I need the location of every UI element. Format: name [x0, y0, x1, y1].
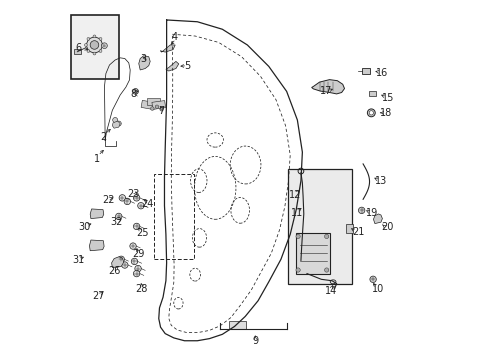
Text: 21: 21: [351, 227, 364, 237]
Circle shape: [366, 109, 374, 117]
Circle shape: [122, 262, 128, 268]
Polygon shape: [111, 257, 123, 267]
Text: 23: 23: [126, 189, 139, 199]
Bar: [71, 15, 119, 79]
Polygon shape: [139, 56, 150, 70]
Text: 32: 32: [110, 217, 122, 227]
Bar: [154, 174, 193, 259]
Bar: [362, 68, 369, 73]
Circle shape: [135, 265, 141, 272]
Circle shape: [368, 111, 373, 115]
Text: 12: 12: [288, 190, 301, 200]
Text: 15: 15: [381, 93, 393, 103]
Circle shape: [369, 276, 376, 283]
Text: 9: 9: [252, 337, 258, 346]
Circle shape: [87, 50, 90, 53]
Polygon shape: [147, 98, 160, 105]
Text: 1: 1: [94, 154, 100, 163]
Text: 16: 16: [375, 68, 387, 78]
Text: 30: 30: [78, 222, 90, 232]
Text: 6: 6: [75, 43, 81, 53]
Text: 17: 17: [319, 86, 331, 96]
Circle shape: [102, 44, 104, 46]
Text: 22: 22: [102, 195, 114, 204]
Circle shape: [295, 234, 300, 239]
Circle shape: [133, 195, 140, 201]
Polygon shape: [373, 214, 382, 224]
Text: 10: 10: [371, 284, 384, 294]
Bar: [296, 233, 329, 274]
Polygon shape: [311, 80, 344, 94]
Text: 13: 13: [374, 176, 386, 186]
Circle shape: [150, 107, 154, 111]
Bar: [346, 224, 353, 233]
Circle shape: [119, 195, 125, 201]
Text: 11: 11: [291, 208, 303, 218]
Circle shape: [116, 121, 121, 126]
Text: 19: 19: [366, 208, 378, 218]
Circle shape: [160, 108, 163, 111]
Circle shape: [124, 198, 130, 204]
Text: 29: 29: [132, 249, 144, 259]
Text: 3: 3: [141, 54, 146, 64]
Circle shape: [93, 35, 96, 38]
Circle shape: [358, 207, 364, 213]
Circle shape: [324, 268, 328, 272]
Circle shape: [90, 41, 99, 49]
Polygon shape: [112, 121, 120, 128]
Text: 18: 18: [379, 108, 391, 118]
Circle shape: [93, 52, 96, 55]
Polygon shape: [90, 209, 103, 219]
Text: 5: 5: [184, 61, 190, 71]
Text: 8: 8: [130, 89, 136, 99]
Circle shape: [84, 44, 87, 46]
Polygon shape: [89, 240, 104, 251]
Circle shape: [133, 270, 140, 277]
Polygon shape: [165, 62, 179, 71]
Circle shape: [295, 268, 300, 272]
Polygon shape: [160, 45, 175, 52]
Text: 2: 2: [100, 132, 106, 142]
Polygon shape: [152, 100, 165, 109]
Circle shape: [102, 43, 107, 49]
Text: 24: 24: [141, 199, 153, 209]
Circle shape: [99, 37, 102, 40]
Text: 14: 14: [324, 287, 336, 296]
Circle shape: [131, 258, 138, 265]
Circle shape: [155, 105, 159, 109]
Circle shape: [132, 89, 138, 94]
Text: 7: 7: [158, 107, 164, 116]
Circle shape: [138, 203, 144, 209]
Circle shape: [133, 223, 140, 230]
Circle shape: [118, 256, 124, 262]
Text: 25: 25: [136, 228, 149, 238]
Text: 31: 31: [72, 255, 84, 265]
Circle shape: [87, 37, 90, 40]
Text: 28: 28: [135, 284, 147, 294]
Bar: [287, 169, 351, 284]
Circle shape: [324, 234, 328, 239]
Polygon shape: [141, 100, 155, 109]
Text: 20: 20: [381, 222, 393, 232]
Circle shape: [99, 50, 102, 53]
Text: 27: 27: [92, 291, 105, 301]
Circle shape: [130, 243, 136, 249]
Circle shape: [86, 37, 102, 53]
Circle shape: [112, 117, 118, 122]
Bar: [368, 91, 375, 96]
Bar: [74, 49, 81, 54]
Bar: [229, 321, 245, 329]
Text: 4: 4: [171, 32, 178, 42]
Circle shape: [115, 213, 122, 220]
Text: 26: 26: [108, 266, 120, 276]
